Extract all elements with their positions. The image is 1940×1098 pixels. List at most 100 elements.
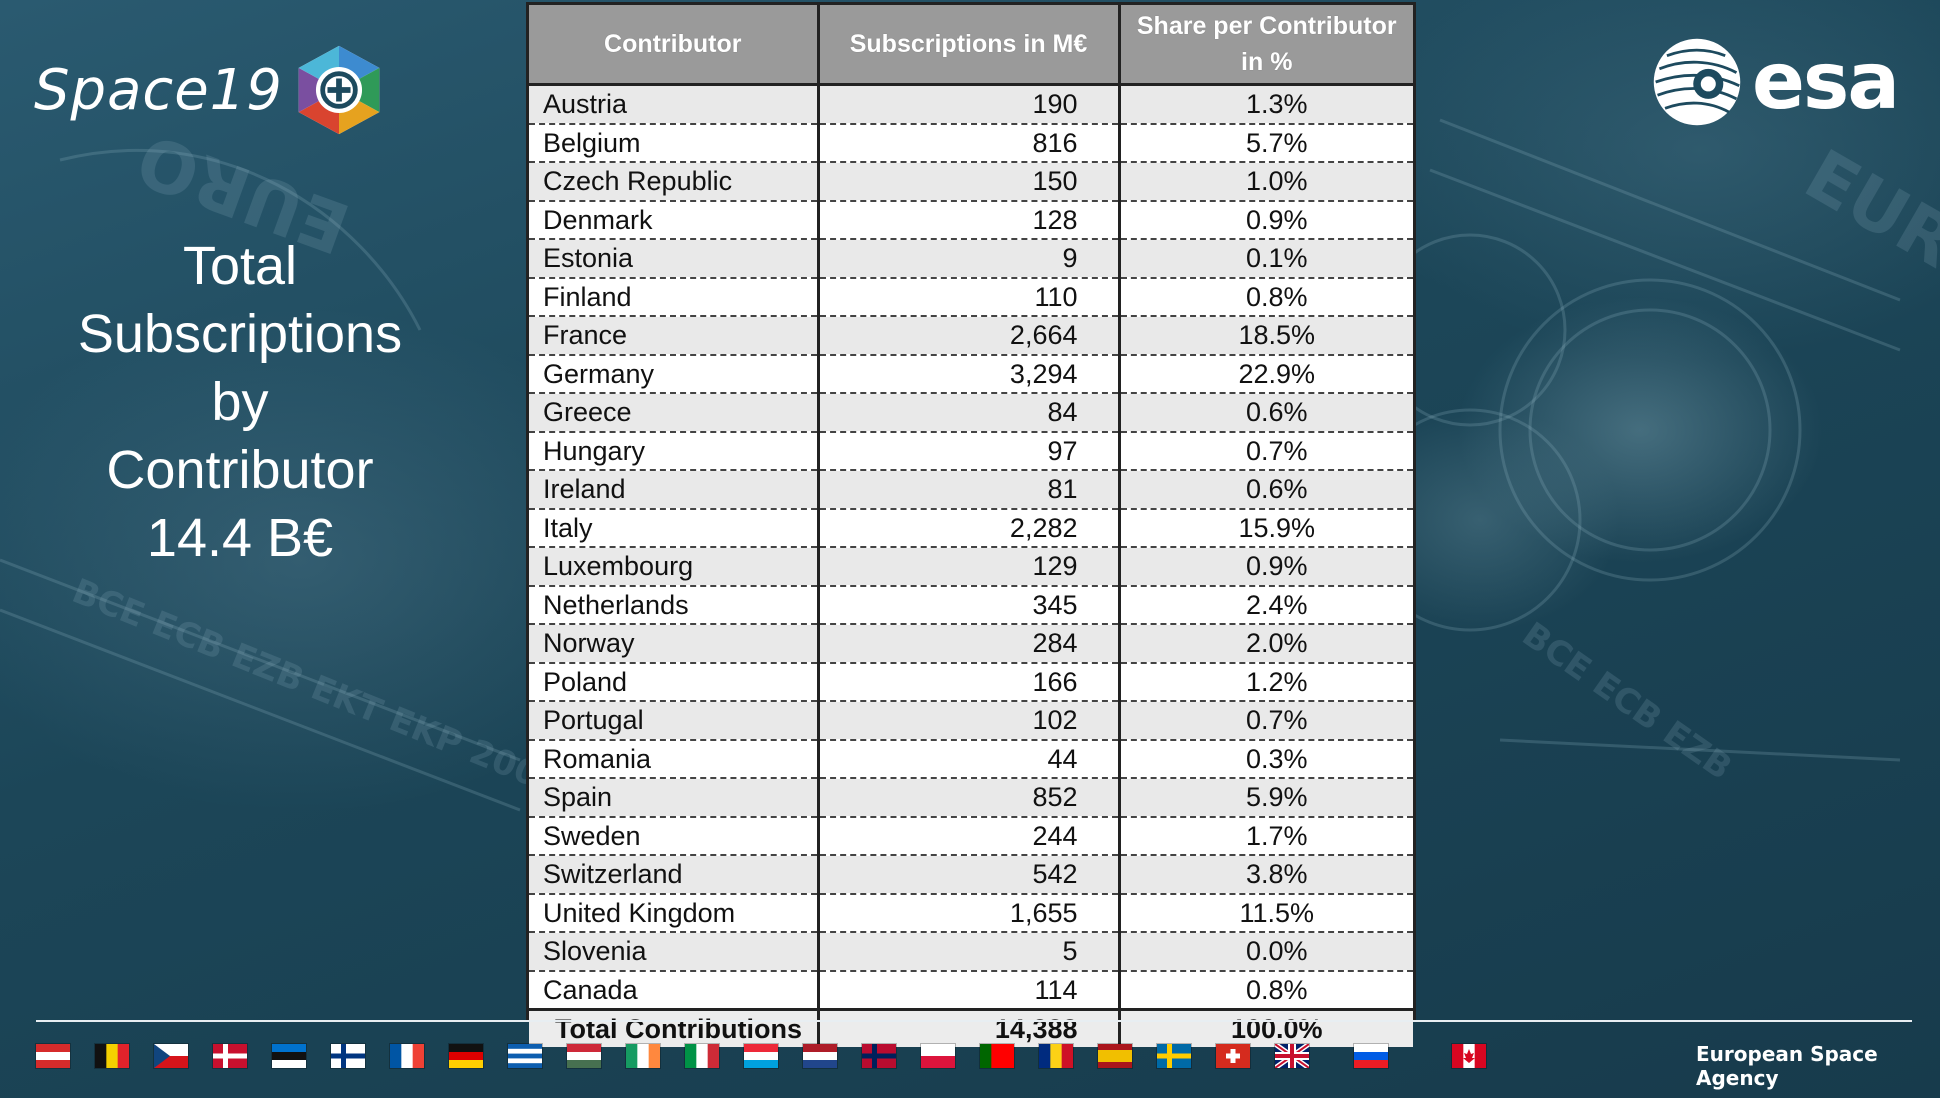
title-line: Total bbox=[182, 236, 298, 296]
footer-divider bbox=[36, 1020, 1912, 1022]
cell-subscriptions: 84 bbox=[818, 393, 1121, 433]
table-row: Luxembourg 129 0.9% bbox=[529, 547, 1413, 587]
cell-share: 0.3% bbox=[1119, 739, 1413, 779]
greece-flag bbox=[508, 1044, 542, 1068]
header-subscriptions: Subscriptions in M€ bbox=[818, 5, 1121, 86]
total-label: Total Contributions bbox=[529, 1008, 820, 1047]
table-row: Netherlands 345 2.4% bbox=[529, 585, 1413, 625]
cell-subscriptions: 2,664 bbox=[818, 316, 1121, 356]
slovenia-flag bbox=[1354, 1044, 1388, 1068]
cell-subscriptions: 150 bbox=[818, 162, 1121, 202]
cell-subscriptions: 284 bbox=[818, 624, 1121, 664]
table-row: Denmark 128 0.9% bbox=[529, 200, 1413, 240]
table-row: Poland 166 1.2% bbox=[529, 662, 1413, 702]
cell-contributor: Hungary bbox=[529, 431, 820, 471]
table-row: United Kingdom 1,655 11.5% bbox=[529, 893, 1413, 933]
luxembourg-flag bbox=[744, 1044, 778, 1068]
table-row: Switzerland 542 3.8% bbox=[529, 855, 1413, 895]
header-contributor: Contributor bbox=[529, 5, 820, 86]
cell-share: 5.7% bbox=[1119, 123, 1413, 163]
uk-flag bbox=[1275, 1044, 1309, 1068]
cell-share: 0.7% bbox=[1119, 701, 1413, 741]
table-row: Czech Republic 150 1.0% bbox=[529, 162, 1413, 202]
cell-subscriptions: 114 bbox=[818, 970, 1121, 1011]
cell-share: 18.5% bbox=[1119, 316, 1413, 356]
cell-share: 2.4% bbox=[1119, 585, 1413, 625]
table-row: Portugal 102 0.7% bbox=[529, 701, 1413, 741]
cell-subscriptions: 244 bbox=[818, 816, 1121, 856]
cell-share: 0.8% bbox=[1119, 970, 1413, 1011]
cell-contributor: Finland bbox=[529, 277, 820, 317]
space19-hexagon-icon bbox=[298, 45, 380, 135]
cell-contributor: Spain bbox=[529, 778, 820, 818]
cell-share: 0.0% bbox=[1119, 932, 1413, 972]
cell-share: 2.0% bbox=[1119, 624, 1413, 664]
total-subscriptions: 14,388 bbox=[818, 1008, 1121, 1047]
cell-contributor: Luxembourg bbox=[529, 547, 820, 587]
spain-flag bbox=[1098, 1044, 1132, 1068]
space19-logo: Space19 bbox=[34, 40, 387, 140]
table-row: Canada 114 0.8% bbox=[529, 970, 1413, 1011]
title-line: Contributor bbox=[106, 440, 374, 500]
cell-share: 0.9% bbox=[1119, 200, 1413, 240]
table-header-row: Contributor Subscriptions in M€ Share pe… bbox=[529, 5, 1413, 86]
header-share: Share per Contributor in % bbox=[1119, 5, 1413, 86]
norway-flag bbox=[862, 1044, 896, 1068]
table-row: Sweden 244 1.7% bbox=[529, 816, 1413, 856]
cell-share: 5.9% bbox=[1119, 778, 1413, 818]
table-row: Estonia 9 0.1% bbox=[529, 239, 1413, 279]
italy-flag bbox=[685, 1044, 719, 1068]
cell-share: 0.6% bbox=[1119, 470, 1413, 510]
table-row: Finland 110 0.8% bbox=[529, 277, 1413, 317]
cell-subscriptions: 129 bbox=[818, 547, 1121, 587]
cell-contributor: Sweden bbox=[529, 816, 820, 856]
cell-subscriptions: 81 bbox=[818, 470, 1121, 510]
table-row: Greece 84 0.6% bbox=[529, 393, 1413, 433]
netherlands-flag bbox=[803, 1044, 837, 1068]
cell-contributor: Austria bbox=[529, 84, 820, 125]
cell-contributor: Italy bbox=[529, 508, 820, 548]
cell-share: 0.1% bbox=[1119, 239, 1413, 279]
poland-flag bbox=[921, 1044, 955, 1068]
cell-subscriptions: 9 bbox=[818, 239, 1121, 279]
table-row: Italy 2,282 15.9% bbox=[529, 508, 1413, 548]
belgium-flag bbox=[95, 1044, 129, 1068]
cell-contributor: Switzerland bbox=[529, 855, 820, 895]
table-total-row: Total Contributions 14,388 100.0% bbox=[529, 1008, 1413, 1047]
cell-contributor: Ireland bbox=[529, 470, 820, 510]
cell-contributor: France bbox=[529, 316, 820, 356]
romania-flag bbox=[1039, 1044, 1073, 1068]
subscriptions-table: Contributor Subscriptions in M€ Share pe… bbox=[526, 2, 1416, 1047]
cell-contributor: Portugal bbox=[529, 701, 820, 741]
cell-subscriptions: 5 bbox=[818, 932, 1121, 972]
table-row: Slovenia 5 0.0% bbox=[529, 932, 1413, 972]
denmark-flag bbox=[213, 1044, 247, 1068]
cell-contributor: Romania bbox=[529, 739, 820, 779]
cell-share: 0.9% bbox=[1119, 547, 1413, 587]
cell-subscriptions: 852 bbox=[818, 778, 1121, 818]
table-row: Austria 190 1.3% bbox=[529, 84, 1413, 125]
cell-contributor: Czech Republic bbox=[529, 162, 820, 202]
esa-logo-text: esa bbox=[1752, 37, 1900, 127]
czech-flag bbox=[154, 1044, 188, 1068]
cell-contributor: Belgium bbox=[529, 123, 820, 163]
canada-flag bbox=[1452, 1044, 1486, 1068]
table-row: Spain 852 5.9% bbox=[529, 778, 1413, 818]
cell-share: 1.3% bbox=[1119, 84, 1413, 125]
cell-contributor: Norway bbox=[529, 624, 820, 664]
austria-flag bbox=[36, 1044, 70, 1068]
cell-subscriptions: 97 bbox=[818, 431, 1121, 471]
cell-share: 1.7% bbox=[1119, 816, 1413, 856]
title-line: Subscriptions bbox=[77, 304, 403, 364]
table-row: Hungary 97 0.7% bbox=[529, 431, 1413, 471]
cell-contributor: Netherlands bbox=[529, 585, 820, 625]
title-line: by bbox=[211, 372, 269, 432]
esa-logo: esa bbox=[1650, 32, 1912, 132]
svg-text:BCE ECB EZB EKT EKP 2002: BCE ECB EZB EKT EKP 2002 bbox=[67, 571, 567, 804]
cell-subscriptions: 816 bbox=[818, 123, 1121, 163]
cell-subscriptions: 44 bbox=[818, 739, 1121, 779]
title-total-amount: 14.4 B€ bbox=[146, 508, 334, 568]
finland-flag bbox=[331, 1044, 365, 1068]
cell-contributor: Germany bbox=[529, 354, 820, 394]
cell-share: 15.9% bbox=[1119, 508, 1413, 548]
